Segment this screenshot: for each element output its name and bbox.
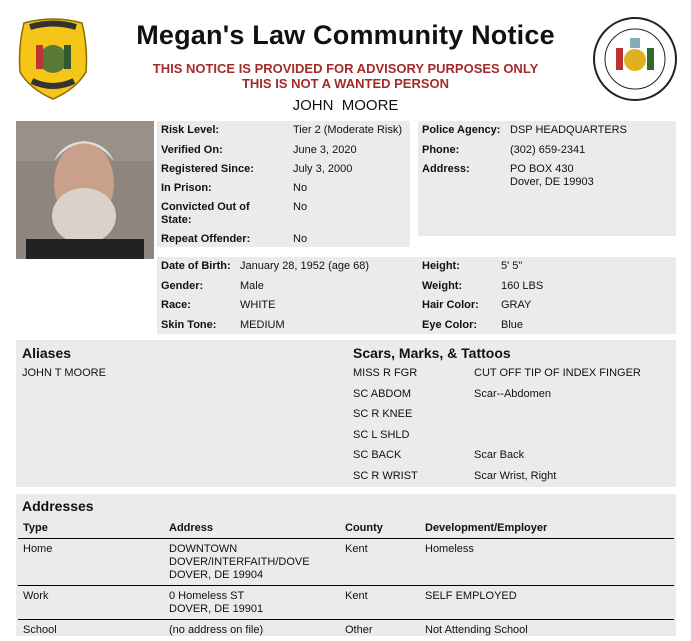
status-value: No <box>293 182 308 194</box>
agency-label: Police Agency: <box>422 124 501 136</box>
status-label: In Prison: <box>161 182 212 194</box>
physical-value: January 28, 1952 (age 68) <box>240 260 370 272</box>
agency-value: DSP HEADQUARTERS <box>510 124 627 136</box>
physical-value: WHITE <box>240 299 276 311</box>
alias-item: JOHN T MOORE <box>22 367 106 379</box>
scar-code: SC BACK <box>353 449 402 461</box>
agency-label: Address: <box>422 163 470 175</box>
physical-label: Hair Color: <box>422 299 479 311</box>
status-label: Convicted Out of State: <box>161 201 250 226</box>
scar-description: Scar Wrist, Right <box>474 469 557 482</box>
aliases-scars-panel: Aliases JOHN T MOORE Scars, Marks, & Tat… <box>16 340 676 487</box>
address-line: 0 Homeless ST <box>169 590 245 602</box>
physical-label: Skin Tone: <box>161 318 217 331</box>
address-type: Work <box>18 585 164 620</box>
not-wanted-notice: THIS IS NOT A WANTED PERSON <box>241 76 450 91</box>
scar-code: MISS R FGR <box>353 367 418 379</box>
scar-code: SC L SHLD <box>353 428 410 441</box>
status-label: Registered Since: <box>161 163 254 175</box>
agency-value: (302) 659-2341 <box>510 143 586 156</box>
scar-code: SC R WRIST <box>353 469 418 482</box>
address-type: Home <box>18 538 164 586</box>
advisory-notice: THIS NOTICE IS PROVIDED FOR ADVISORY PUR… <box>152 61 539 76</box>
physical-value: Blue <box>501 318 524 331</box>
address-county: Other <box>345 624 373 636</box>
agency-panel: Police Agency: DSP HEADQUARTERS Phone: (302… <box>418 121 676 236</box>
address-employer: Not Attending School <box>425 624 528 636</box>
physical-value: Male <box>240 279 264 292</box>
table-row: School (no address on file) Other Not Atten… <box>18 620 674 641</box>
address-line: DOVER, DE 19904 <box>169 569 264 581</box>
address-type: School <box>23 624 57 636</box>
addresses-table: Type Address County Development/Employer… <box>18 518 674 640</box>
address-line: DOVER/INTERFAITH/DOVE <box>169 556 310 568</box>
status-value: Tier 2 (Moderate Risk) <box>293 124 403 136</box>
physical-label: Weight: <box>422 279 463 292</box>
agency-value: PO BOX 430 <box>510 163 574 175</box>
offender-name: JOHN MOORE <box>292 97 399 114</box>
status-value: No <box>293 201 308 213</box>
address-cell: 0 Homeless ST DOVER, DE 19901 <box>164 585 340 620</box>
physical-value: MEDIUM <box>240 318 285 331</box>
agency-label: Phone: <box>422 143 460 156</box>
address-line: (no address on file) <box>169 624 264 636</box>
physical-label: Date of Birth: <box>161 260 231 272</box>
address-county: Kent <box>340 585 420 620</box>
address-county: Kent <box>340 538 420 586</box>
addresses-heading: Addresses <box>22 498 94 514</box>
physical-label: Race: <box>161 299 191 311</box>
address-cell: DOWNTOWN DOVER/INTERFAITH/DOVE DOVER, DE 1… <box>164 538 340 586</box>
address-cell: (no address on file) <box>164 620 340 641</box>
status-panel: Risk Level: Tier 2 (Moderate Risk) Verifie… <box>157 121 410 247</box>
physical-value: 160 LBS <box>501 279 544 292</box>
physical-label: Gender: <box>161 279 204 292</box>
page-title: Megan's Law Community Notice <box>136 20 555 50</box>
col-county: County <box>340 518 420 539</box>
physical-label: Eye Color: <box>422 318 478 331</box>
state-seal-icon <box>593 17 677 101</box>
physical-value: GRAY <box>501 299 532 311</box>
aliases-heading: Aliases <box>22 345 72 361</box>
col-type: Type <box>18 518 164 539</box>
addresses-panel: Addresses Type Address County Developmen… <box>16 494 676 636</box>
physical-label: Height: <box>422 260 460 272</box>
offender-photo <box>16 121 154 259</box>
address-line: DOVER, DE 19901 <box>169 603 264 615</box>
status-label: Risk Level: <box>161 124 220 136</box>
physical-value: 5' 5" <box>501 260 523 272</box>
scar-description: Scar Back <box>474 449 525 461</box>
scar-description: CUT OFF TIP OF INDEX FINGER <box>474 367 641 379</box>
status-label: Verified On: <box>161 144 223 156</box>
table-row: Home DOWNTOWN DOVER/INTERFAITH/DOVE DOVER, … <box>18 538 674 586</box>
col-employer: Development/Employer <box>420 518 674 539</box>
address-line: DOWNTOWN <box>169 543 238 555</box>
agency-value-line2: Dover, DE 19903 <box>510 176 594 188</box>
table-row: Work 0 Homeless ST DOVER, DE 19901 Kent SELF… <box>18 585 674 620</box>
scar-description: Scar--Abdomen <box>474 387 552 400</box>
status-value: June 3, 2020 <box>293 144 357 156</box>
status-value: July 3, 2000 <box>293 163 353 175</box>
col-address: Address <box>164 518 340 539</box>
address-employer: Homeless <box>420 538 674 586</box>
state-police-badge-icon <box>18 18 88 100</box>
address-employer: SELF EMPLOYED <box>420 585 674 620</box>
scars-heading: Scars, Marks, & Tattoos <box>353 345 511 361</box>
scar-code: SC R KNEE <box>353 408 413 420</box>
status-label: Repeat Offender: <box>161 233 251 245</box>
physical-panel: Date of Birth: January 28, 1952 (age 68) G… <box>157 257 676 334</box>
scar-code: SC ABDOM <box>353 387 412 400</box>
status-value: No <box>293 233 308 245</box>
